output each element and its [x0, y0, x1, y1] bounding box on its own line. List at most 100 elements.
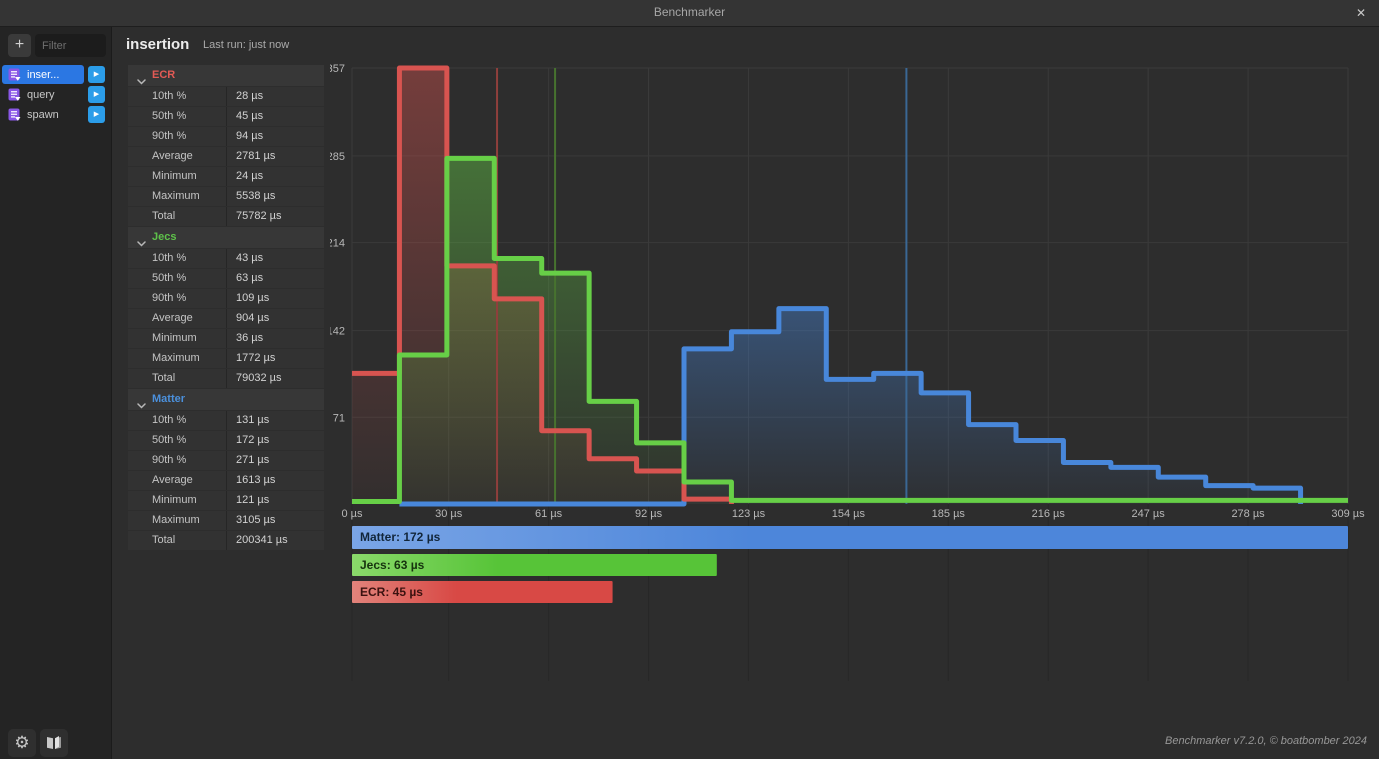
main-panel: insertion Last run: just now ECR 10th % 28… [112, 27, 1379, 759]
stat-value: 1772 µs [226, 349, 324, 368]
stat-label: 50th % [152, 272, 187, 284]
stat-label: 90th % [152, 454, 187, 466]
stat-row: Maximum 5538 µs [128, 187, 324, 206]
stat-label: Minimum [152, 494, 197, 506]
stat-value: 79032 µs [226, 369, 324, 388]
filter-input[interactable] [35, 34, 106, 57]
stat-row: Minimum 36 µs [128, 329, 324, 348]
sidebar-item-inser[interactable]: inser... ▶ [0, 65, 111, 85]
stat-label: 10th % [152, 252, 187, 264]
legend-bar-ecr [352, 581, 613, 603]
x-axis-tick-label: 309 µs [1331, 508, 1365, 520]
legend-bar-jecs [352, 554, 717, 576]
stat-row: Average 1613 µs [128, 471, 324, 490]
script-icon [8, 88, 21, 101]
stat-value: 94 µs [226, 127, 324, 146]
stat-value: 904 µs [226, 309, 324, 328]
stats-panel: ECR 10th % 28 µs 50th % 45 µs 90th % 94 µs Aver… [128, 65, 324, 551]
run-benchmark-button[interactable]: ▶ [88, 66, 105, 83]
stat-row: Minimum 24 µs [128, 167, 324, 186]
stat-row: 50th % 45 µs [128, 107, 324, 126]
x-axis-tick-label: 247 µs [1132, 508, 1166, 520]
sidebar-item-label: inser... [27, 69, 60, 81]
stat-label: 10th % [152, 414, 187, 426]
stat-value: 172 µs [226, 431, 324, 450]
stat-label: Total [152, 210, 176, 222]
run-benchmark-button[interactable]: ▶ [88, 86, 105, 103]
area-fill-jecs [352, 158, 1348, 504]
stat-row: Minimum 121 µs [128, 491, 324, 510]
stat-row: Average 2781 µs [128, 147, 324, 166]
script-icon [8, 68, 21, 81]
stat-label: Total [152, 534, 176, 546]
x-axis-tick-label: 123 µs [732, 508, 766, 520]
stat-label: Maximum [152, 352, 200, 364]
docs-button[interactable] [40, 729, 68, 757]
stat-row: Total 79032 µs [128, 369, 324, 388]
page-title: insertion [126, 36, 190, 53]
close-icon[interactable]: ✕ [1355, 6, 1367, 20]
stat-value: 2781 µs [226, 147, 324, 166]
area-fill-matter [399, 308, 1301, 504]
stat-value: 43 µs [226, 249, 324, 268]
legend-bar-matter [352, 526, 1348, 549]
stat-row: 10th % 131 µs [128, 411, 324, 430]
stat-value: 200341 µs [226, 531, 324, 550]
legend-bar-label: Matter: 172 µs [360, 530, 441, 544]
script-icon [8, 108, 21, 121]
settings-button[interactable]: ⚙ [8, 729, 36, 757]
sidebar: + inser... ▶ query ▶ spawn ▶ ⚙ [0, 27, 112, 759]
add-benchmark-button[interactable]: + [8, 34, 31, 57]
version-credit: Benchmarker v7.2.0, © boatbomber 2024 [1165, 735, 1367, 747]
stat-value: 121 µs [226, 491, 324, 510]
stats-section-title: Matter [152, 393, 186, 405]
sidebar-item-label: query [27, 89, 55, 101]
x-axis-tick-label: 92 µs [635, 508, 663, 520]
sidebar-item-spawn[interactable]: spawn ▶ [0, 105, 111, 125]
sidebar-item-query[interactable]: query ▶ [0, 85, 111, 105]
y-axis-tick-label: 71 [333, 412, 345, 424]
chevron-down-icon [137, 396, 146, 414]
stat-label: Average [152, 150, 193, 162]
stat-row: 50th % 172 µs [128, 431, 324, 450]
stat-label: 50th % [152, 110, 187, 122]
stats-section-title: Jecs [152, 231, 177, 243]
selection-highlight [2, 65, 84, 84]
y-axis-tick-label: 357 [330, 63, 345, 75]
run-benchmark-button[interactable]: ▶ [88, 106, 105, 123]
last-run-label: Last run: just now [203, 39, 290, 51]
stat-row: 90th % 94 µs [128, 127, 324, 146]
x-axis-tick-label: 216 µs [1032, 508, 1066, 520]
stat-label: 10th % [152, 90, 187, 102]
stats-section-header-matter[interactable]: Matter [128, 389, 324, 410]
sidebar-item-label: spawn [27, 109, 59, 121]
stat-label: Average [152, 312, 193, 324]
x-axis-tick-label: 185 µs [932, 508, 966, 520]
x-axis-tick-label: 154 µs [832, 508, 866, 520]
stat-row: Maximum 1772 µs [128, 349, 324, 368]
stat-label: Minimum [152, 170, 197, 182]
stat-label: Average [152, 474, 193, 486]
stats-section-header-ecr[interactable]: ECR [128, 65, 324, 86]
stat-label: 90th % [152, 130, 187, 142]
x-axis-tick-label: 278 µs [1231, 508, 1265, 520]
legend-bar-label: ECR: 45 µs [360, 585, 423, 599]
y-axis-tick-label: 285 [330, 151, 345, 163]
stat-value: 5538 µs [226, 187, 324, 206]
stat-row: Maximum 3105 µs [128, 511, 324, 530]
stat-value: 28 µs [226, 87, 324, 106]
stats-section-header-jecs[interactable]: Jecs [128, 227, 324, 248]
stat-value: 63 µs [226, 269, 324, 288]
stat-value: 131 µs [226, 411, 324, 430]
stat-label: 90th % [152, 292, 187, 304]
step-line-jecs [352, 155, 1348, 505]
chevron-down-icon [137, 234, 146, 252]
stat-row: 50th % 63 µs [128, 269, 324, 288]
stat-value: 75782 µs [226, 207, 324, 226]
stat-row: 90th % 109 µs [128, 289, 324, 308]
y-axis-tick-label: 142 [330, 326, 345, 338]
stat-label: Maximum [152, 190, 200, 202]
legend-bar-label: Jecs: 63 µs [360, 558, 425, 572]
stat-value: 24 µs [226, 167, 324, 186]
stats-section-title: ECR [152, 69, 176, 81]
